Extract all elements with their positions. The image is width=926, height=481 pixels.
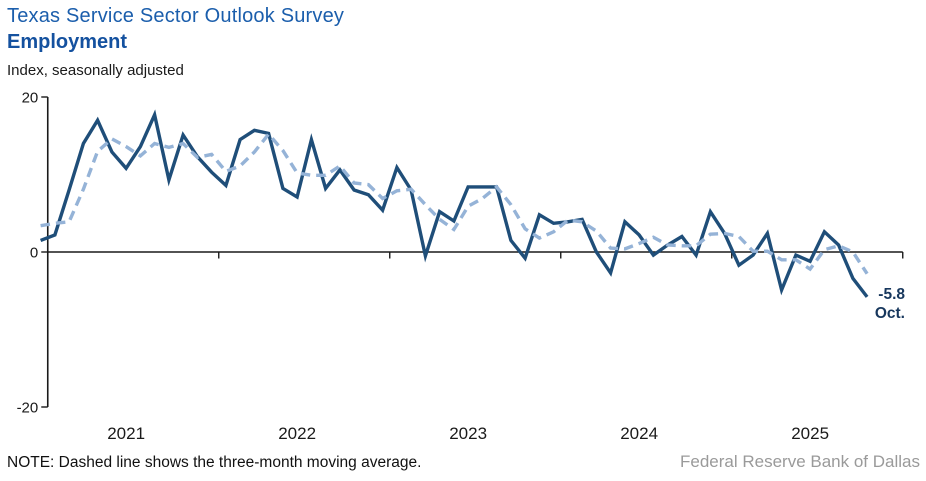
employment-line bbox=[39, 109, 869, 298]
x-tick-label: 2025 bbox=[791, 424, 829, 443]
chart-note: NOTE: Dashed line shows the three-month … bbox=[7, 454, 422, 471]
page-title: Texas Service Sector Outlook Survey bbox=[7, 5, 345, 27]
x-tick-label: 2022 bbox=[278, 424, 316, 443]
source-attribution: Federal Reserve Bank of Dallas bbox=[679, 452, 920, 471]
y-axis-unit-label: Index, seasonally adjusted bbox=[7, 62, 184, 79]
x-tick-label: 2023 bbox=[449, 424, 487, 443]
y-tick-label: -20 bbox=[17, 400, 39, 417]
x-tick-label: 2024 bbox=[620, 424, 658, 443]
latest-value: -5.8 bbox=[878, 286, 905, 303]
y-tick-label: 20 bbox=[22, 90, 39, 107]
latest-month: Oct. bbox=[874, 305, 905, 322]
y-tick-label: 0 bbox=[30, 245, 38, 262]
chart-canvas: 20 0 -20 2021 2022 2023 2024 2025 bbox=[17, 90, 904, 443]
x-tick-label: 2021 bbox=[107, 424, 145, 443]
moving-average-line bbox=[40, 131, 869, 275]
latest-value-annotation: -5.8 Oct. bbox=[875, 285, 905, 323]
chart-subtitle: Employment bbox=[7, 31, 128, 53]
